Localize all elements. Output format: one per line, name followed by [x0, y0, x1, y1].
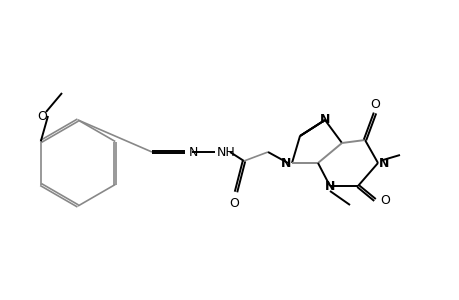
- Text: N: N: [324, 179, 335, 193]
- Text: O: O: [369, 98, 379, 111]
- Text: N: N: [378, 157, 388, 169]
- Text: N: N: [319, 112, 330, 125]
- Text: O: O: [37, 110, 47, 122]
- Text: O: O: [229, 197, 238, 210]
- Text: N: N: [280, 157, 291, 169]
- Text: NH: NH: [217, 146, 235, 158]
- Text: O: O: [379, 194, 389, 206]
- Text: N: N: [189, 146, 198, 158]
